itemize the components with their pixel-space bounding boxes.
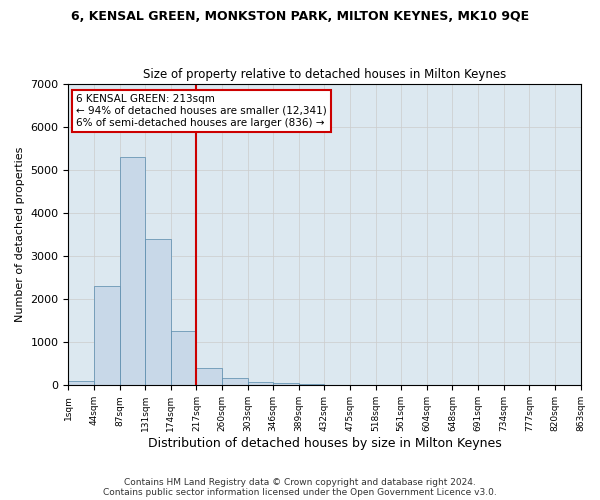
Text: Contains HM Land Registry data © Crown copyright and database right 2024.
Contai: Contains HM Land Registry data © Crown c… xyxy=(103,478,497,497)
Title: Size of property relative to detached houses in Milton Keynes: Size of property relative to detached ho… xyxy=(143,68,506,81)
Bar xyxy=(273,383,299,386)
Bar xyxy=(222,378,248,386)
Bar xyxy=(248,382,273,386)
Text: 6, KENSAL GREEN, MONKSTON PARK, MILTON KEYNES, MK10 9QE: 6, KENSAL GREEN, MONKSTON PARK, MILTON K… xyxy=(71,10,529,23)
Bar xyxy=(171,332,196,386)
X-axis label: Distribution of detached houses by size in Milton Keynes: Distribution of detached houses by size … xyxy=(148,437,502,450)
Bar xyxy=(196,368,222,386)
Y-axis label: Number of detached properties: Number of detached properties xyxy=(15,147,25,322)
Bar xyxy=(145,239,171,386)
Bar xyxy=(94,286,119,386)
Bar xyxy=(299,384,325,386)
Bar xyxy=(68,381,94,386)
Bar xyxy=(119,157,145,386)
Text: 6 KENSAL GREEN: 213sqm
← 94% of detached houses are smaller (12,341)
6% of semi-: 6 KENSAL GREEN: 213sqm ← 94% of detached… xyxy=(76,94,327,128)
